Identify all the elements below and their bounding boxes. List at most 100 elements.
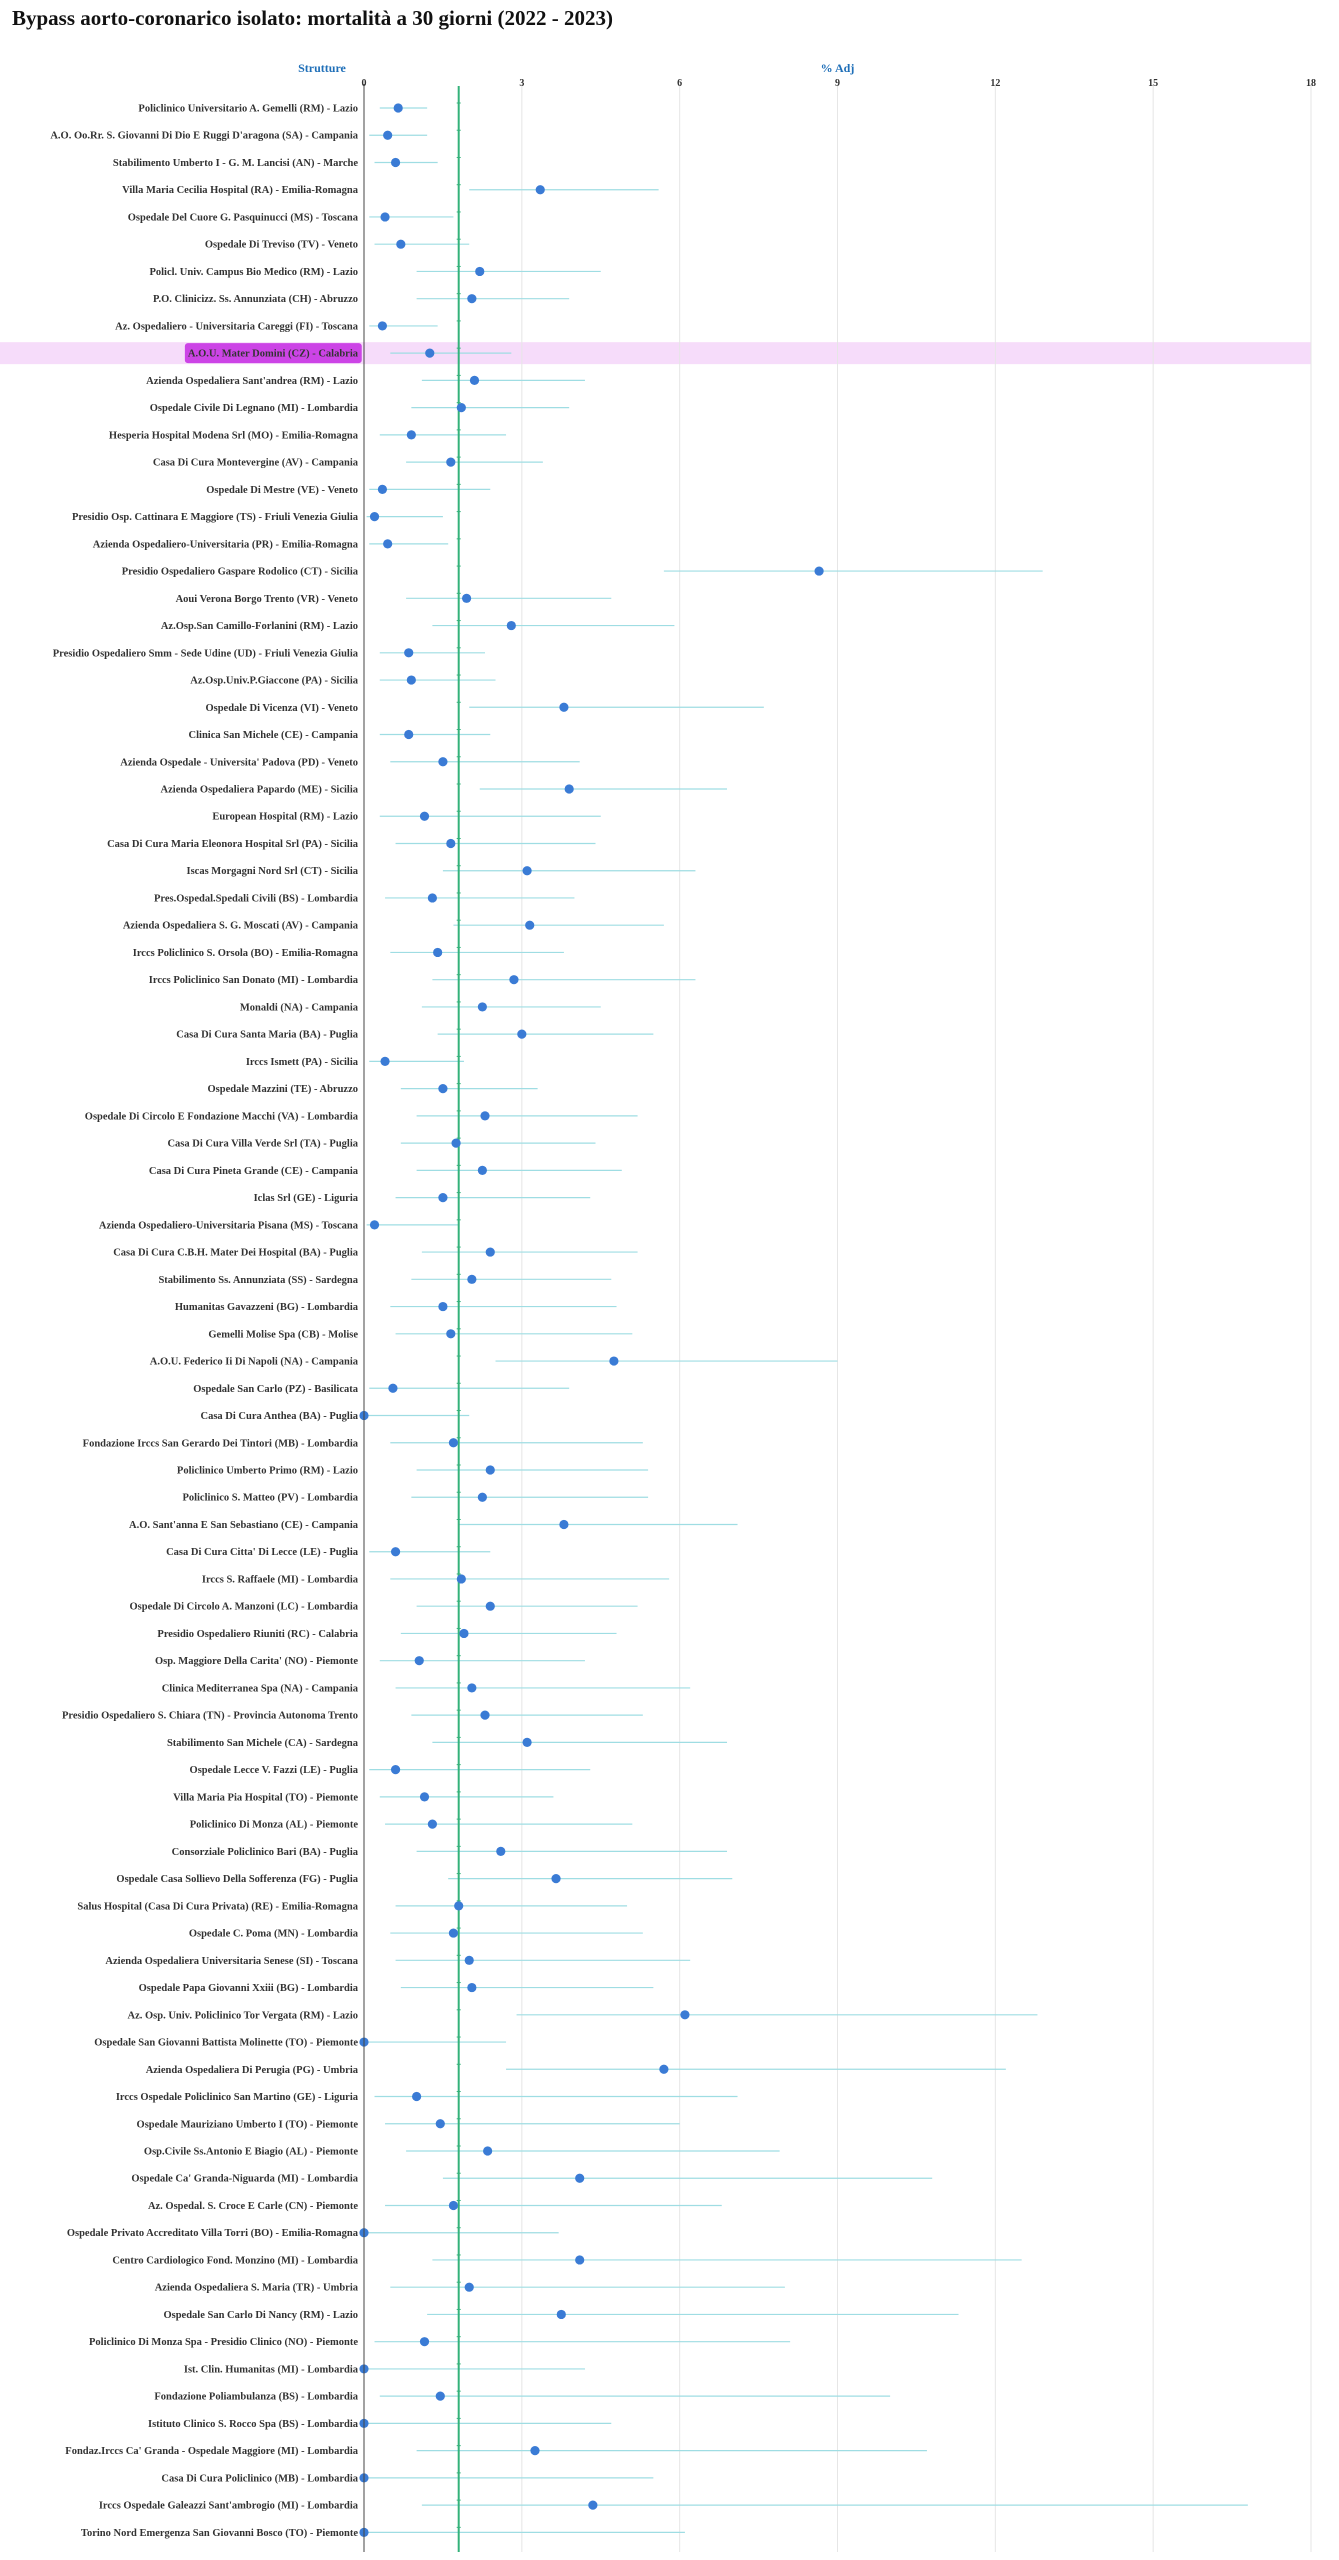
- row-label: Stabilimento Umberto I - G. M. Lancisi (…: [113, 158, 358, 169]
- estimate-point: [448, 1928, 459, 1938]
- row-label: Villa Maria Pia Hospital (TO) - Piemonte: [173, 1792, 358, 1803]
- row-label: Ospedale San Carlo (PZ) - Basilicata: [193, 1384, 359, 1395]
- estimate-point: [446, 457, 456, 467]
- row-label: Casa Di Cura Anthea (BA) - Puglia: [200, 1411, 358, 1422]
- estimate-point: [464, 1955, 474, 1965]
- estimate-point: [377, 321, 388, 331]
- estimate-point: [369, 511, 380, 522]
- x-tick-label: 6: [677, 78, 682, 89]
- row-label: Azienda Ospedaliera S. Maria (TR) - Umbr…: [155, 2283, 359, 2294]
- row-label: Clinica San Michele (CE) - Campania: [189, 730, 359, 741]
- estimate-point: [485, 1601, 495, 1611]
- row-label: P.O. Clinicizz. Ss. Annunziata (CH) - Ab…: [153, 294, 358, 305]
- row-label: Ospedale San Carlo Di Nancy (RM) - Lazio: [163, 2310, 358, 2321]
- estimate-point: [485, 1247, 495, 1257]
- row-label: Clinica Mediterranea Spa (NA) - Campania: [162, 1683, 359, 1694]
- estimate-point: [419, 811, 430, 821]
- row-label: Presidio Osp. Cattinara E Maggiore (TS) …: [72, 512, 359, 523]
- estimate-point: [383, 539, 393, 549]
- row-label: Fondazione Poliambulanza (BS) - Lombardi…: [154, 2392, 358, 2403]
- estimate-point: [406, 430, 416, 440]
- estimate-point: [506, 620, 516, 631]
- estimate-point: [380, 212, 390, 222]
- estimate-point: [522, 866, 532, 876]
- x-tick-label: 9: [835, 78, 840, 89]
- estimate-point: [369, 1220, 380, 1230]
- row-label: Az. Osp. Univ. Policlinico Tor Vergata (…: [127, 2010, 358, 2021]
- row-label: Policlinico Di Monza (AL) - Piemonte: [190, 1820, 359, 1831]
- row-label: Presidio Ospedaliero Riuniti (RC) - Cala…: [157, 1629, 358, 1640]
- row-label: Ospedale Mauriziano Umberto I (TO) - Pie…: [137, 2119, 359, 2130]
- estimate-point: [464, 2282, 474, 2292]
- row-label: Casa Di Cura Policlinico (MB) - Lombardi…: [161, 2473, 358, 2484]
- estimate-point: [522, 1737, 532, 1747]
- row-label: Fondaz.Irccs Ca' Granda - Ospedale Maggi…: [65, 2446, 358, 2457]
- estimate-point: [564, 784, 574, 794]
- estimate-point: [556, 2309, 566, 2320]
- row-label: Az. Ospedal. S. Croce E Carle (CN) - Pie…: [148, 2201, 358, 2212]
- row-label: Ospedale Lecce V. Fazzi (LE) - Puglia: [190, 1765, 359, 1776]
- x-tick-label: 3: [519, 78, 524, 89]
- highlighted-row-label: A.O.U. Mater Domini (CZ) - Calabria: [188, 349, 359, 360]
- row-label: Irccs Ospedale Policlinico San Martino (…: [116, 2092, 359, 2103]
- row-label: Az.Osp.San Camillo-Forlanini (RM) - Lazi…: [161, 621, 358, 632]
- estimate-point: [680, 2010, 690, 2020]
- row-label: Fondazione Irccs San Gerardo Dei Tintori…: [83, 1438, 359, 1449]
- estimate-point: [438, 1193, 448, 1203]
- estimate-point: [435, 2119, 445, 2129]
- estimate-point: [814, 566, 824, 576]
- row-label: Policlinico Universitario A. Gemelli (RM…: [138, 104, 358, 115]
- estimate-point: [448, 2200, 459, 2211]
- reference-layer: [456, 86, 461, 2552]
- x-tick-label: 12: [990, 78, 1000, 89]
- estimate-point: [377, 484, 388, 494]
- estimate-point: [456, 1574, 466, 1584]
- estimate-point: [419, 1792, 430, 1802]
- row-label: Azienda Ospedaliero-Universitaria (PR) -…: [93, 539, 359, 550]
- estimate-point: [435, 2391, 445, 2401]
- estimate-point: [659, 2064, 669, 2074]
- estimate-point: [530, 2446, 540, 2456]
- row-label: A.O. Sant'anna E San Sebastiano (CE) - C…: [129, 1520, 359, 1531]
- row-label: Casa Di Cura Pineta Grande (CE) - Campan…: [149, 1166, 359, 1177]
- estimate-point: [425, 348, 435, 358]
- row-label: Azienda Ospedaliera Di Perugia (PG) - Um…: [146, 2065, 359, 2076]
- estimate-point: [480, 1111, 490, 1121]
- row-label: Policlinico Umberto Primo (RM) - Lazio: [177, 1466, 358, 1477]
- row-label: Iscas Morgagni Nord Srl (CT) - Sicilia: [187, 866, 359, 877]
- row-label: Iclas Srl (GE) - Liguria: [254, 1193, 359, 1204]
- row-label: A.O.U. Federico Ii Di Napoli (NA) - Camp…: [150, 1357, 359, 1368]
- estimate-point: [509, 975, 519, 985]
- estimate-point: [404, 729, 414, 740]
- row-label: Policlinico Di Monza Spa - Presidio Clin…: [89, 2337, 358, 2348]
- row-label: Gemelli Molise Spa (CB) - Molise: [208, 1329, 358, 1340]
- row-label: Casa Di Cura Maria Eleonora Hospital Srl…: [107, 839, 359, 850]
- estimate-point: [419, 2337, 430, 2347]
- row-label: Casa Di Cura Villa Verde Srl (TA) - Pugl…: [167, 1139, 358, 1150]
- row-label: Presidio Ospedaliero S. Chiara (TN) - Pr…: [62, 1711, 358, 1722]
- estimate-point: [477, 1002, 487, 1012]
- estimate-point: [438, 757, 448, 767]
- estimate-point: [525, 920, 535, 930]
- estimate-point: [485, 1465, 495, 1475]
- estimate-point: [438, 1301, 448, 1312]
- row-label: Osp. Maggiore Della Carita' (NO) - Piemo…: [155, 1656, 358, 1667]
- x-tick-label: 0: [362, 78, 367, 89]
- estimate-point: [477, 1165, 487, 1175]
- row-label: Ospedale Del Cuore G. Pasquinucci (MS) -…: [128, 212, 359, 223]
- estimate-point: [467, 1683, 477, 1693]
- row-label: Presidio Ospedaliero Gaspare Rodolico (C…: [122, 567, 359, 578]
- row-label: A.O. Oo.Rr. S. Giovanni Di Dio E Ruggi D…: [50, 131, 358, 142]
- row-label: Presidio Ospedaliero Smm - Sede Udine (U…: [53, 648, 359, 659]
- estimate-point: [480, 1710, 490, 1720]
- estimate-point: [496, 1846, 506, 1856]
- estimate-point: [380, 1056, 390, 1066]
- row-label: Ospedale Di Mestre (VE) - Veneto: [206, 485, 358, 496]
- estimate-point: [438, 1084, 448, 1094]
- estimate-point: [427, 893, 437, 903]
- row-label: Ospedale Di Circolo E Fondazione Macchi …: [85, 1111, 359, 1122]
- estimate-point: [477, 1492, 487, 1502]
- row-label: Centro Cardiologico Fond. Monzino (MI) -…: [112, 2255, 358, 2266]
- row-label: Osp.Civile Ss.Antonio E Biagio (AL) - Pi…: [144, 2147, 358, 2158]
